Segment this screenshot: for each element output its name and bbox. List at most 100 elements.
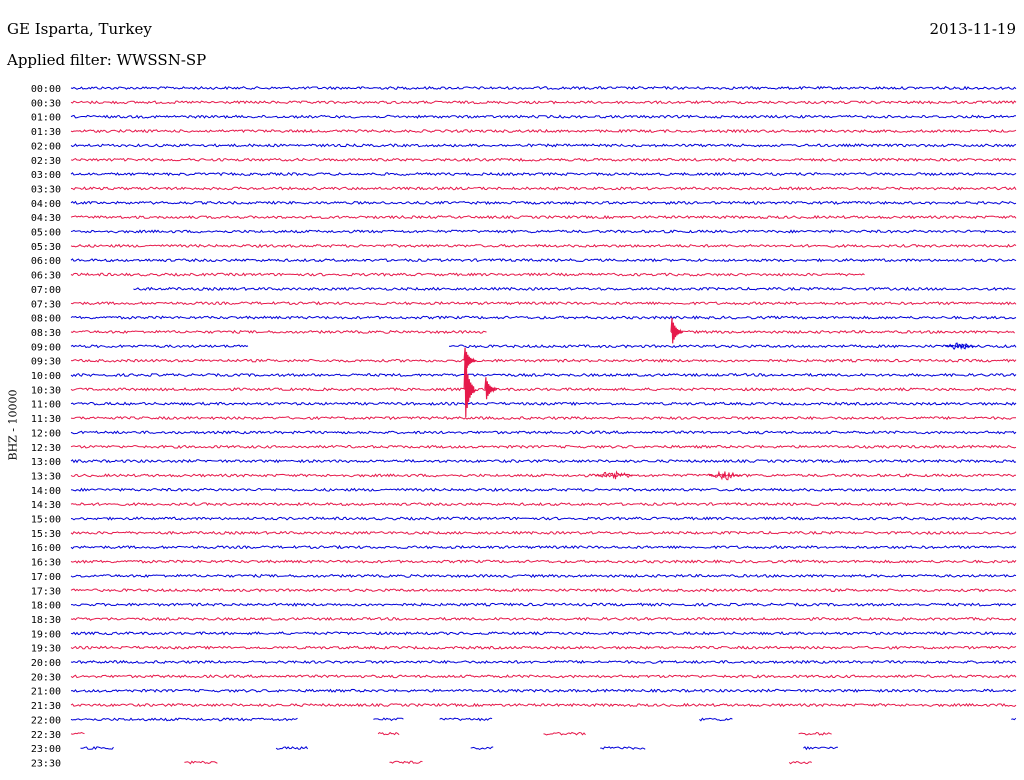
row-label: 11:00 [31,400,61,411]
row-label: 21:00 [31,687,61,698]
trace-segment [70,430,1017,435]
trace-segment [70,501,1017,507]
trace-segment [70,200,1017,206]
trace-segment [600,746,646,750]
row-label: 15:30 [31,529,61,540]
trace-segment [699,717,733,722]
row-label: 15:00 [31,515,61,526]
burst-mark [595,470,633,480]
trace-segment [70,214,1017,220]
trace-segment [70,631,1017,636]
row-label: 04:30 [31,213,61,224]
row-label: 01:00 [31,113,61,124]
row-label: 18:30 [31,615,61,626]
row-label: 18:00 [31,601,61,612]
row-label: 04:00 [31,199,61,210]
row-label: 17:00 [31,572,61,583]
trace-segment [70,100,1017,105]
row-label: 06:00 [31,256,61,267]
trace-segment [70,544,1017,550]
trace-segment [373,717,404,722]
row-label: 19:00 [31,629,61,640]
row-label: 09:30 [31,357,61,368]
trace-segment [70,229,1017,234]
row-label: 03:00 [31,170,61,181]
trace-segment [70,128,1017,134]
trace-segment [70,530,1017,535]
event-spike [463,347,477,372]
trace-segment [70,458,1017,464]
trace-segment [70,243,1017,248]
trace-segment [70,329,487,335]
trace-segment [377,731,400,736]
trace-segment [70,415,1016,421]
trace-segment [389,760,423,765]
row-label: 16:30 [31,558,61,569]
burst-mark [944,342,974,350]
row-label: 14:30 [31,500,61,511]
row-label: 20:00 [31,658,61,669]
trace-segment [70,272,865,277]
trace-segment [70,674,1017,679]
row-label: 08:00 [31,314,61,325]
trace-segment [70,688,1017,693]
trace-segment [448,344,1017,349]
trace-segment [70,401,1017,406]
row-label: 13:00 [31,457,61,468]
trace-segment [70,258,1017,263]
row-label: 06:30 [31,271,61,282]
row-label: 22:00 [31,715,61,726]
row-label: 11:30 [31,414,61,425]
trace-segment [70,315,1017,320]
row-label: 22:30 [31,730,61,741]
trace-segment [70,85,1017,91]
trace-segment [70,358,1017,363]
row-label: 12:30 [31,443,61,454]
row-label: 19:30 [31,644,61,655]
trace-segment [70,143,1017,148]
row-label: 07:00 [31,285,61,296]
trace-segment [439,717,493,722]
row-label: 08:30 [31,328,61,339]
trace-segment [543,731,586,736]
date-label: 2013-11-19 [929,20,1016,38]
trace-segment [70,387,1017,392]
event-spike [670,317,684,344]
trace-segment [70,616,1017,622]
filter-label: Applied filter: WWSSN-SP [7,51,207,69]
trace-segment [70,573,1017,578]
trace-segment [798,731,832,736]
trace-segment [71,602,1017,607]
trace-segment [184,760,218,765]
trace-segment [70,171,1017,177]
station-title: GE Isparta, Turkey [7,20,152,38]
trace-segment [133,286,1016,292]
row-label: 13:30 [31,471,61,482]
row-label: 10:00 [31,371,61,382]
trace-segment [70,516,1017,521]
trace-segment [670,329,1015,334]
trace-segment [70,702,1017,708]
row-label: 01:30 [31,127,61,138]
trace-segment [788,760,812,765]
trace-segment [70,588,1017,593]
row-label: 00:00 [31,84,61,95]
burst-mark [708,470,743,481]
trace-segment [70,645,1017,650]
row-label: 21:30 [31,701,61,712]
trace-segment [70,372,1017,378]
trace-segment [70,344,249,349]
event-spike [463,355,477,418]
trace-segment [275,746,309,750]
trace-segment [70,559,1017,564]
trace-segment [70,444,1017,449]
row-label: 23:30 [31,758,61,769]
trace-segment [1011,717,1017,721]
event-spike [484,377,498,400]
row-label: 05:30 [31,242,61,253]
trace-segment [803,746,838,751]
row-label: 07:30 [31,299,61,310]
trace-segment [70,731,85,735]
row-label: 12:00 [31,428,61,439]
trace-segment [70,659,1017,665]
